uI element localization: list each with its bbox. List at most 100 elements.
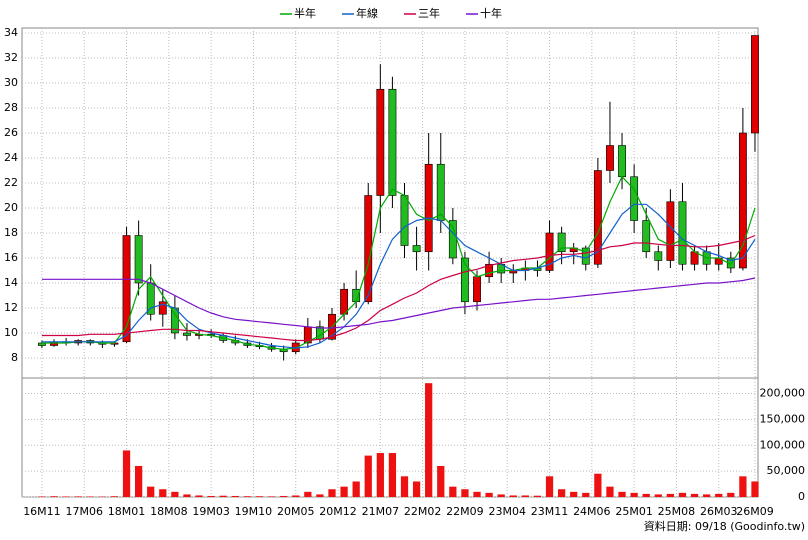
volume-bar [231, 495, 239, 497]
candle-body [436, 163, 445, 221]
volume-bar [134, 465, 143, 497]
x-tick-label: 26M09 [736, 505, 774, 518]
volume-bar [219, 495, 227, 497]
volume-bar [437, 465, 445, 497]
volume-bar [642, 493, 650, 497]
y-tick-label: 14 [4, 276, 18, 289]
volume-bar [280, 495, 288, 497]
candle-body [666, 201, 675, 261]
x-tick-label: 23M11 [531, 505, 569, 518]
volume-bar [703, 494, 711, 497]
volume-bar [678, 492, 687, 497]
x-tick-label: 20M05 [277, 505, 315, 518]
volume-bar [364, 455, 372, 497]
volume-bar [400, 476, 409, 497]
candle-body [557, 232, 566, 253]
candle-body [593, 170, 602, 265]
volume-bar [666, 493, 675, 497]
y-tick-label: 26 [4, 126, 18, 139]
volume-bar [545, 476, 554, 497]
volume-bar [340, 486, 348, 497]
volume-bar [630, 492, 638, 497]
volume-bar [122, 450, 131, 497]
volume-bar [485, 492, 493, 497]
volume-bar [461, 489, 469, 497]
y-tick-label: 16 [4, 251, 18, 264]
y-tick-label: 22 [4, 176, 18, 189]
volume-bar [557, 489, 566, 497]
volume-bar [255, 496, 264, 497]
ma-line [41, 234, 756, 342]
y-tick-label: 8 [11, 351, 18, 364]
volume-bar [171, 491, 179, 497]
volume-bar [618, 491, 626, 497]
volume-bar [497, 494, 505, 497]
legend-label: 三年 [418, 6, 440, 20]
candle-body [400, 195, 409, 246]
x-tick-label: 18M08 [150, 505, 188, 518]
candle-body [412, 245, 421, 253]
volume-bar [690, 493, 699, 497]
volume-bar [388, 453, 397, 497]
volume-bar [86, 496, 94, 497]
x-tick-label: 21M07 [362, 505, 400, 518]
y-tick-label: 30 [4, 76, 18, 89]
legend-label: 十年 [480, 6, 502, 20]
volume-bar [147, 486, 155, 497]
volume-bar [316, 494, 324, 497]
candle-body [134, 235, 143, 284]
candle-body [388, 88, 397, 196]
candle-body [618, 145, 626, 178]
volume-bar [654, 494, 662, 497]
candle-body [122, 235, 131, 343]
candle-body [630, 176, 639, 221]
volume-bar [292, 495, 300, 497]
x-tick-label: 26M03 [700, 505, 738, 518]
candle-body [424, 163, 433, 253]
ma-line [41, 203, 756, 349]
volume-bar [727, 492, 735, 497]
volume-bar [328, 489, 336, 497]
candle-body [654, 251, 663, 261]
volume-bar [521, 495, 529, 497]
candle-body [485, 263, 494, 278]
volume-bar [412, 481, 421, 497]
volume-bar [195, 495, 203, 497]
y-tick-label: 24 [4, 151, 18, 164]
volume-bar [74, 496, 82, 497]
candle-body [678, 201, 687, 265]
volume-bar [570, 491, 578, 497]
legend-label: 半年 [294, 6, 316, 20]
candle-body [183, 332, 191, 336]
candle-body [751, 35, 759, 134]
x-tick-label: 20M12 [319, 505, 357, 518]
volume-bar [304, 491, 312, 497]
y-tick-label: 32 [4, 51, 18, 64]
volume-bar [715, 493, 723, 497]
volume-bar [594, 473, 602, 497]
x-tick-label: 24M06 [573, 505, 611, 518]
y-tick-label: 10 [4, 326, 18, 339]
volume-bar [159, 489, 167, 497]
x-tick-label: 18M01 [108, 505, 146, 518]
volume-bar [243, 496, 252, 497]
candle-body [738, 132, 747, 269]
volume-bar [739, 476, 747, 497]
ma-line [41, 277, 756, 329]
volume-bar [183, 494, 191, 497]
volume-bar [62, 496, 70, 497]
y-tick-label: 28 [4, 101, 18, 114]
candle-body [461, 257, 469, 303]
volume-bar [606, 486, 614, 497]
candle-body [473, 276, 481, 303]
volume-bar [425, 383, 433, 497]
y-tick-label: 18 [4, 226, 18, 239]
x-tick-label: 19M03 [192, 505, 230, 518]
candle-body [146, 282, 155, 315]
x-tick-label: 19M10 [235, 505, 273, 518]
volume-bar [50, 496, 58, 497]
volume-bar [533, 495, 542, 497]
volume-bar [751, 481, 759, 497]
candle-body [376, 88, 385, 196]
